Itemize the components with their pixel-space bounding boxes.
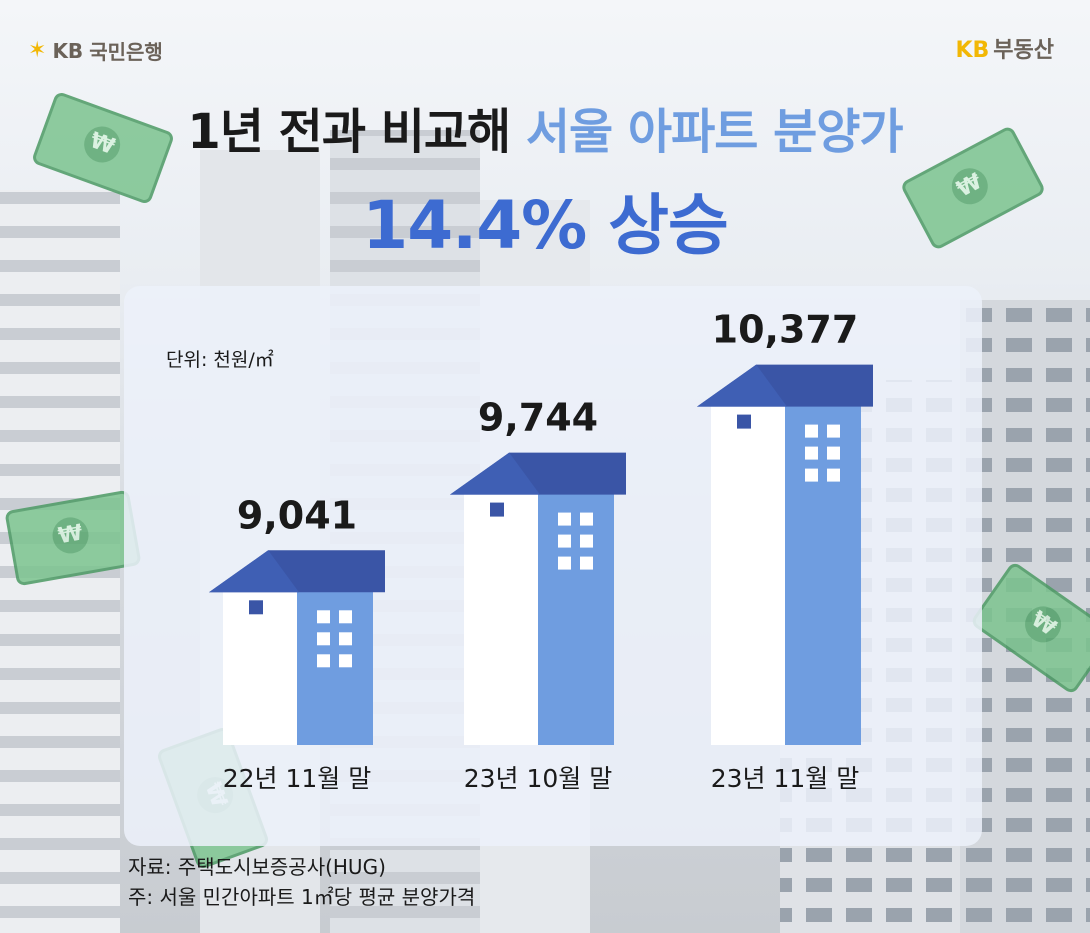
house-gable <box>209 550 299 593</box>
house-window <box>827 468 840 482</box>
house-window <box>558 512 571 526</box>
headline-line-1: 1년 전과 비교해 서울 아파트 분양가 <box>0 92 1090 162</box>
house-window <box>827 424 840 438</box>
house-window <box>805 468 818 482</box>
category-label: 23년 10월 말 <box>464 764 613 793</box>
house-window <box>558 534 571 548</box>
data-label: 10,377 <box>712 308 859 352</box>
kb-real-estate-logo: KB 부동산 <box>955 32 1054 64</box>
house-window <box>805 424 818 438</box>
attic-window <box>249 600 263 615</box>
kb-mark: KB <box>955 38 990 63</box>
category-label: 23년 11월 말 <box>711 764 860 793</box>
footnotes: 자료: 주택도시보증공사(HUG) 주: 서울 민간아파트 1㎡당 평균 분양가… <box>128 852 475 912</box>
house-window <box>580 534 593 548</box>
data-label: 9,744 <box>478 396 598 440</box>
house-window <box>339 610 352 624</box>
house-window <box>805 446 818 460</box>
house-window <box>580 556 593 570</box>
house-front-wall <box>464 490 538 745</box>
data-label: 9,041 <box>237 493 357 537</box>
house-gable <box>697 364 787 407</box>
kb-star-icon: ✶ <box>28 38 47 63</box>
house-window <box>317 610 330 624</box>
house-front-wall <box>223 588 297 745</box>
house-window <box>339 654 352 668</box>
headline-highlight: 서울 아파트 분양가 <box>525 104 904 160</box>
house-side-wall <box>538 490 614 745</box>
house-window <box>558 556 571 570</box>
source-note: 자료: 주택도시보증공사(HUG) <box>128 855 386 879</box>
category-label: 22년 11월 말 <box>223 764 372 793</box>
definition-note: 주: 서울 민간아파트 1㎡당 평균 분양가격 <box>128 885 476 909</box>
headline-plain: 1년 전과 비교해 <box>187 104 511 160</box>
kb-kookmin-bank-logo: ✶ KB 국민은행 <box>28 36 163 65</box>
house-window <box>317 654 330 668</box>
attic-window <box>490 502 504 517</box>
real-estate-name: 부동산 <box>993 38 1054 63</box>
house-window <box>339 632 352 646</box>
attic-window <box>737 414 751 429</box>
house-front-wall <box>711 402 785 745</box>
kb-mark: KB <box>52 38 84 63</box>
house-window <box>580 512 593 526</box>
bank-name: 국민은행 <box>89 40 163 64</box>
house-gable <box>450 452 540 495</box>
house-window <box>317 632 330 646</box>
house-side-wall <box>785 402 861 745</box>
house-window <box>827 446 840 460</box>
headline-line-2: 14.4% 상승 <box>362 187 728 264</box>
house-side-wall <box>297 588 373 745</box>
unit-label: 단위: 천원/㎡ <box>166 349 274 371</box>
